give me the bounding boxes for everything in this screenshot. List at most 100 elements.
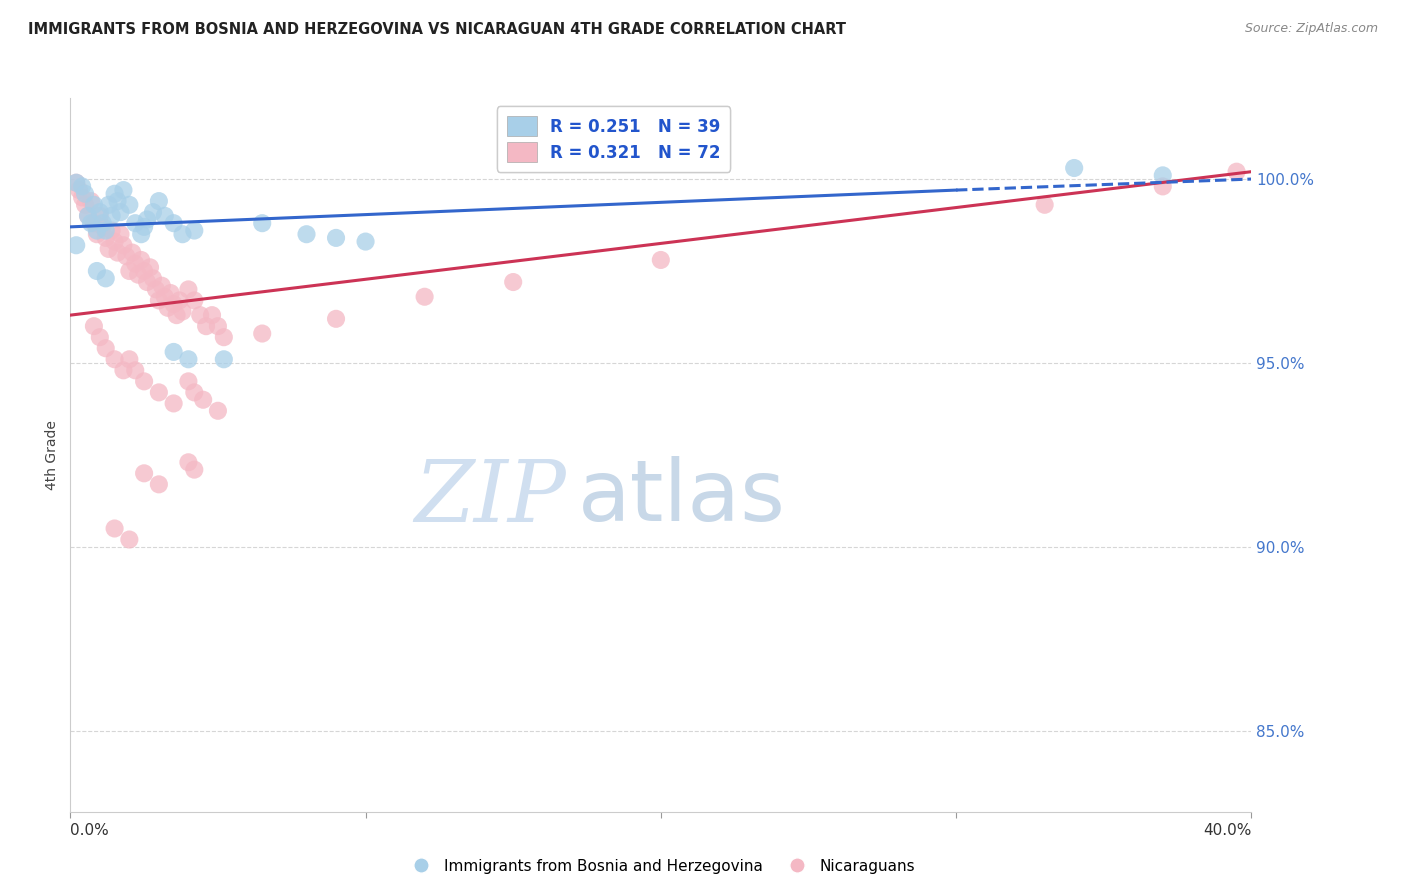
Point	[100, 209, 122, 223]
Point	[132, 219, 156, 234]
Point	[207, 404, 229, 418]
Point	[121, 245, 143, 260]
Point	[65, 238, 87, 252]
Point	[75, 186, 96, 201]
Point	[183, 385, 205, 400]
Point	[97, 242, 120, 256]
Point	[129, 252, 152, 267]
Point	[75, 198, 96, 212]
Point	[104, 352, 127, 367]
Point	[86, 264, 108, 278]
Point	[112, 183, 135, 197]
Point	[118, 198, 141, 212]
Point	[124, 363, 146, 377]
Point	[166, 308, 188, 322]
Point	[1152, 179, 1174, 194]
Point	[86, 223, 108, 237]
Point	[94, 231, 117, 245]
Point	[148, 385, 170, 400]
Point	[100, 223, 122, 237]
Point	[124, 257, 146, 271]
Point	[502, 275, 524, 289]
Text: IMMIGRANTS FROM BOSNIA AND HERZEGOVINA VS NICARAGUAN 4TH GRADE CORRELATION CHART: IMMIGRANTS FROM BOSNIA AND HERZEGOVINA V…	[28, 22, 846, 37]
Point	[65, 176, 87, 190]
Point	[94, 223, 117, 237]
Point	[136, 212, 159, 227]
Point	[177, 352, 200, 367]
Point	[139, 260, 162, 275]
Point	[207, 319, 229, 334]
Point	[201, 308, 224, 322]
Point	[70, 179, 93, 194]
Point	[153, 290, 176, 304]
Point	[163, 297, 186, 311]
Point	[107, 194, 129, 208]
Point	[195, 319, 218, 334]
Point	[183, 462, 205, 476]
Point	[94, 341, 117, 355]
Point	[129, 227, 152, 242]
Point	[124, 216, 146, 230]
Point	[136, 275, 159, 289]
Point	[91, 219, 114, 234]
Point	[1033, 198, 1056, 212]
Point	[77, 209, 100, 223]
Point	[163, 345, 186, 359]
Point	[89, 330, 111, 344]
Y-axis label: 4th Grade: 4th Grade	[45, 420, 59, 490]
Point	[104, 235, 127, 249]
Point	[112, 363, 135, 377]
Point	[191, 392, 214, 407]
Point	[80, 194, 103, 208]
Point	[83, 319, 105, 334]
Point	[142, 271, 165, 285]
Point	[212, 352, 235, 367]
Point	[159, 286, 181, 301]
Point	[177, 455, 200, 469]
Point	[107, 245, 129, 260]
Point	[250, 326, 273, 341]
Point	[188, 308, 211, 322]
Point	[163, 216, 186, 230]
Point	[118, 264, 141, 278]
Point	[177, 375, 200, 389]
Point	[97, 198, 120, 212]
Point	[70, 190, 93, 204]
Point	[118, 533, 141, 547]
Point	[169, 293, 191, 308]
Point	[65, 176, 87, 190]
Point	[104, 186, 127, 201]
Point	[80, 216, 103, 230]
Point	[183, 293, 205, 308]
Point	[110, 205, 132, 219]
Point	[77, 209, 100, 223]
Point	[148, 477, 170, 491]
Point	[145, 282, 167, 296]
Legend: R = 0.251   N = 39, R = 0.321   N = 72: R = 0.251 N = 39, R = 0.321 N = 72	[496, 106, 731, 171]
Legend: Immigrants from Bosnia and Herzegovina, Nicaraguans: Immigrants from Bosnia and Herzegovina, …	[401, 853, 921, 880]
Point	[132, 467, 156, 481]
Text: 0.0%: 0.0%	[70, 822, 110, 838]
Point	[142, 205, 165, 219]
Text: atlas: atlas	[578, 456, 786, 540]
Point	[150, 278, 173, 293]
Point	[112, 238, 135, 252]
Text: ZIP: ZIP	[415, 457, 567, 539]
Point	[86, 227, 108, 242]
Text: Source: ZipAtlas.com: Source: ZipAtlas.com	[1244, 22, 1378, 36]
Point	[250, 216, 273, 230]
Point	[156, 301, 179, 315]
Point	[1063, 161, 1085, 175]
Point	[413, 290, 436, 304]
Point	[172, 304, 194, 318]
Point	[132, 264, 156, 278]
Point	[295, 227, 318, 242]
Text: 40.0%: 40.0%	[1204, 822, 1251, 838]
Point	[650, 252, 672, 267]
Point	[110, 227, 132, 242]
Point	[325, 231, 347, 245]
Point	[127, 268, 149, 282]
Point	[212, 330, 235, 344]
Point	[163, 396, 186, 410]
Point	[89, 209, 111, 223]
